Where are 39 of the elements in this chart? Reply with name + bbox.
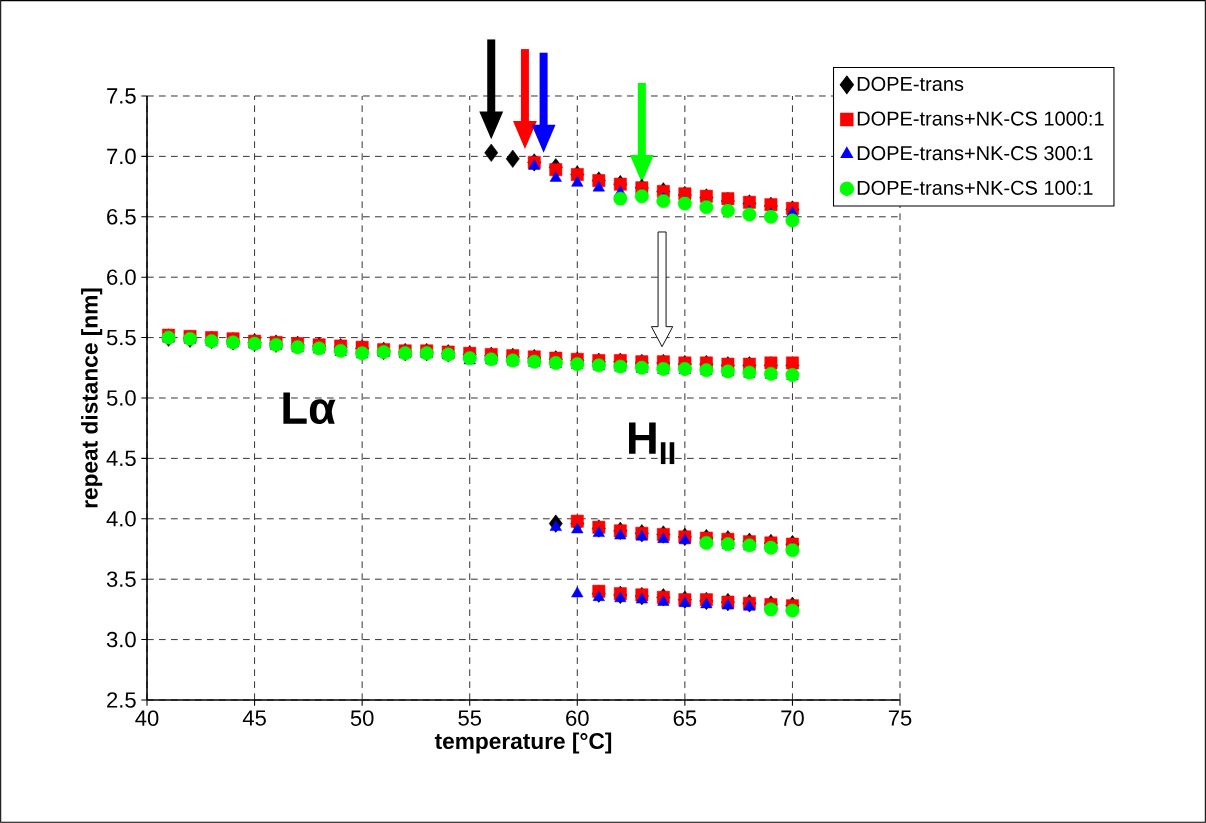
x-tick-label: 70: [781, 710, 804, 726]
point: [763, 602, 778, 617]
y-tick-label: 7.0: [107, 148, 136, 165]
point: [720, 203, 735, 218]
point: [763, 209, 778, 224]
x-tick-label: 60: [566, 710, 589, 726]
point: [677, 196, 692, 211]
y-tick-label: 4.5: [106, 450, 136, 467]
y-axis-title: repeat distance [nm]: [81, 288, 103, 508]
x-tick-label: 55: [458, 710, 482, 726]
point: [785, 603, 800, 618]
y-tick-label: 6.5: [107, 208, 136, 225]
x-tick-label: 75: [888, 710, 912, 726]
y-tick-label: 3.0: [106, 631, 136, 648]
legend-label: DOPE-trans: [857, 76, 964, 92]
y-tick-label: 5.0: [106, 390, 136, 406]
point: [699, 200, 714, 215]
y-tick-label: 2.5: [107, 692, 136, 708]
annotation: H$_{II}$: [629, 422, 675, 465]
legend-label: DOPE-trans+NK-CS 300:1: [857, 146, 1093, 161]
y-tick-label: 3.5: [106, 571, 136, 587]
x-tick-label: 65: [673, 710, 697, 726]
point: [656, 194, 671, 209]
point: [613, 191, 628, 206]
y-tick-label: 7.5: [107, 88, 136, 104]
y-tick-label: 5.5: [106, 329, 136, 346]
y-tick-label: 4.0: [106, 510, 136, 527]
point: [634, 189, 649, 204]
x-tick-label: 50: [350, 710, 374, 726]
legend-label: DOPE-trans+NK-CS 100:1: [857, 180, 1093, 195]
x-axis-title: temperature [°C]: [434, 732, 612, 754]
x-tick-label: 40: [135, 710, 159, 726]
point: [785, 543, 800, 558]
y-tick-label: 6.0: [107, 269, 136, 285]
point: [785, 213, 800, 228]
legend-label: DOPE-trans+NK-CS 1000:1: [857, 111, 1104, 126]
point: [742, 207, 757, 222]
x-tick-label: 45: [242, 710, 266, 726]
annotation: Lα: [283, 392, 336, 425]
